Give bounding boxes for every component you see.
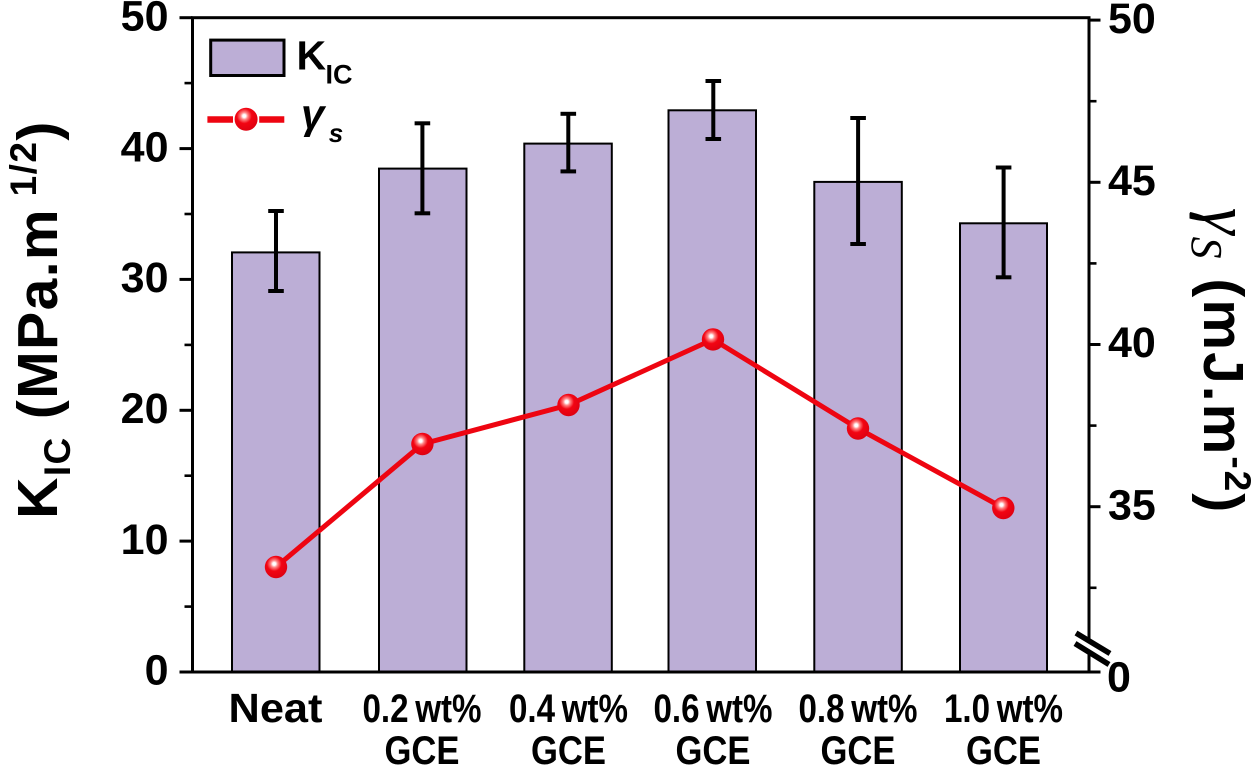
svg-text:10: 10 (121, 516, 169, 564)
svg-text:20: 20 (121, 385, 169, 433)
svg-text:0.8 wt%: 0.8 wt% (799, 687, 918, 731)
svg-text:30: 30 (121, 254, 169, 302)
svg-text:0.6 wt%: 0.6 wt% (654, 687, 773, 731)
svg-text:40: 40 (121, 123, 169, 171)
svg-text:40: 40 (1108, 319, 1156, 367)
svg-text:GCE: GCE (531, 729, 606, 767)
svg-text:45: 45 (1108, 157, 1156, 205)
svg-text:s: s (329, 118, 343, 148)
svg-text:GCE: GCE (676, 729, 751, 767)
svg-text:0: 0 (145, 647, 169, 695)
svg-text:35: 35 (1108, 481, 1156, 529)
svg-text:Neat: Neat (229, 685, 323, 731)
svg-text:GCE: GCE (385, 729, 460, 767)
svg-text:50: 50 (1108, 0, 1156, 43)
svg-text:GCE: GCE (821, 729, 896, 767)
svg-text:GCE: GCE (966, 729, 1041, 767)
svg-text:K: K (297, 33, 327, 79)
svg-text:1.0 wt%: 1.0 wt% (944, 687, 1063, 731)
svg-text:IC: IC (326, 60, 353, 90)
svg-text:50: 50 (121, 0, 169, 40)
svg-text:0.4 wt%: 0.4 wt% (509, 687, 628, 731)
svg-text:γS (mJ.m-2): γS (mJ.m-2) (1182, 208, 1260, 514)
svg-text:0: 0 (1107, 654, 1131, 702)
svg-text:γ: γ (301, 91, 327, 138)
svg-text:0.2 wt%: 0.2 wt% (363, 687, 482, 731)
